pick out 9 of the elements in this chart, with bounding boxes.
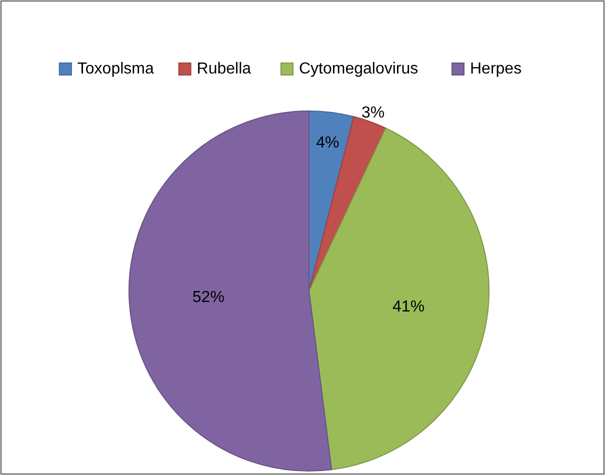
data-label: 41% [392, 298, 425, 316]
data-label: 3% [361, 104, 385, 122]
data-label: 52% [192, 288, 224, 306]
legend-label: Toxoplsma [77, 60, 154, 78]
pie-slice [308, 128, 490, 470]
legend-label: Cytomegalovirus [299, 60, 418, 78]
data-label: 4% [316, 134, 340, 152]
legend-label: Herpes [470, 60, 522, 78]
legend-label: Rubella [196, 60, 252, 78]
